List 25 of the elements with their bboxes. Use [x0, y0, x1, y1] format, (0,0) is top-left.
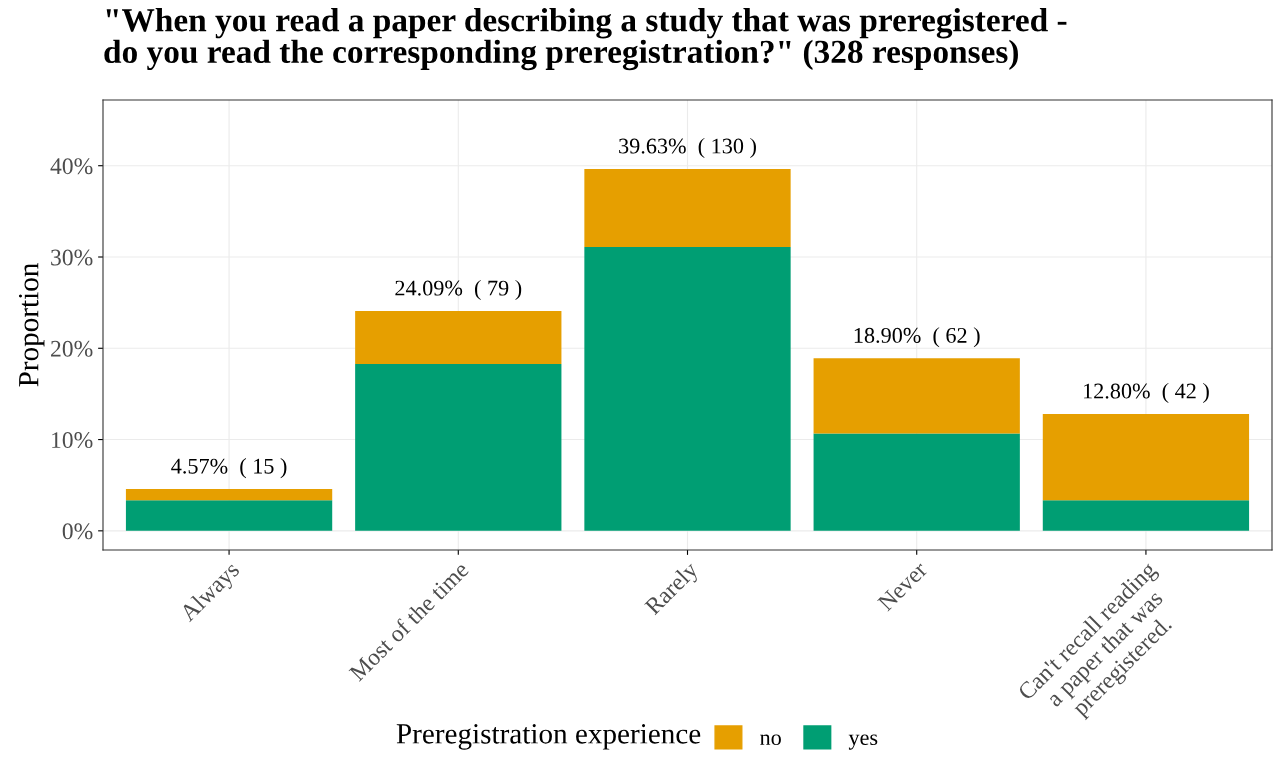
bar [1042, 500, 1250, 531]
y-tick-label: 40% [50, 158, 93, 175]
y-axis-title: Proportion [18, 263, 45, 387]
bar [584, 246, 791, 531]
bar [125, 500, 333, 531]
bar [813, 433, 1020, 531]
bar [1042, 414, 1250, 501]
y-tick-label: 0% [62, 523, 93, 540]
y-tick-label: 30% [51, 249, 93, 266]
bar [125, 489, 333, 501]
total-label: 39.63% ( 130 ) [619, 137, 756, 159]
total-label: 24.09% ( 79 ) [395, 279, 522, 301]
y-tick-label: 10% [52, 432, 93, 449]
legend-title: Preregistration experience [396, 724, 701, 750]
y-tick-label: 20% [51, 340, 93, 357]
total-label: 12.80% ( 42 ) [1084, 382, 1209, 404]
bar [813, 358, 1020, 434]
legend-label: no [760, 734, 781, 746]
bar [355, 311, 562, 364]
total-label: 18.90% ( 62 ) [854, 327, 980, 348]
chart-title: "When you read a paper describing a study that was preregistered - do you read the corresponding preregistration?" (328 responses) [104, 8, 1067, 71]
bar [584, 169, 791, 247]
bar [355, 363, 562, 531]
legend-label: yes [848, 734, 878, 750]
total-label: 4.57% ( 15 ) [171, 458, 287, 479]
